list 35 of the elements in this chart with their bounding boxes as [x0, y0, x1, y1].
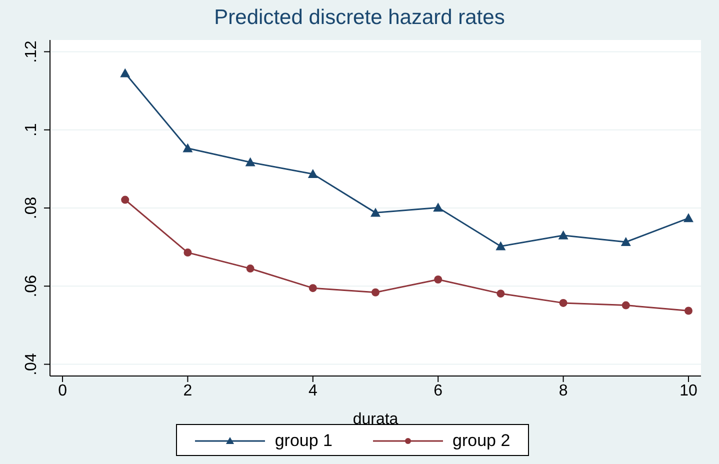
chart-title: Predicted discrete hazard rates [213, 6, 506, 30]
point [622, 301, 630, 310]
point [245, 157, 256, 166]
x-tick-label: 4 [308, 382, 318, 400]
x-tick-label: 6 [434, 382, 443, 400]
x-axis-title: durata [352, 411, 398, 428]
point [496, 290, 505, 298]
y-tick-label: .06 [23, 274, 40, 298]
legend-label: group 2 [452, 431, 510, 451]
point [620, 236, 631, 246]
point [372, 288, 380, 296]
x-tick-label: 8 [558, 382, 568, 400]
point [120, 68, 130, 78]
x-tick-label: 10 [680, 382, 698, 400]
point [182, 143, 193, 152]
point [308, 284, 317, 292]
y-tick-label: .1 [23, 123, 40, 137]
point [496, 241, 506, 250]
y-tick-label: .12 [23, 40, 40, 63]
point [683, 213, 694, 222]
point [308, 169, 318, 178]
point [246, 264, 254, 273]
point [370, 208, 380, 217]
point [434, 276, 442, 284]
x-tick-label: 2 [183, 382, 192, 400]
y-tick-label: .04 [23, 353, 40, 376]
point [559, 298, 568, 307]
point [121, 196, 130, 204]
y-tick-label: .08 [23, 196, 40, 220]
x-tick-label: 0 [58, 382, 68, 400]
point [184, 248, 192, 257]
point [433, 202, 444, 212]
point [684, 306, 692, 315]
legend-label: group 1 [274, 431, 332, 451]
point [558, 230, 568, 240]
